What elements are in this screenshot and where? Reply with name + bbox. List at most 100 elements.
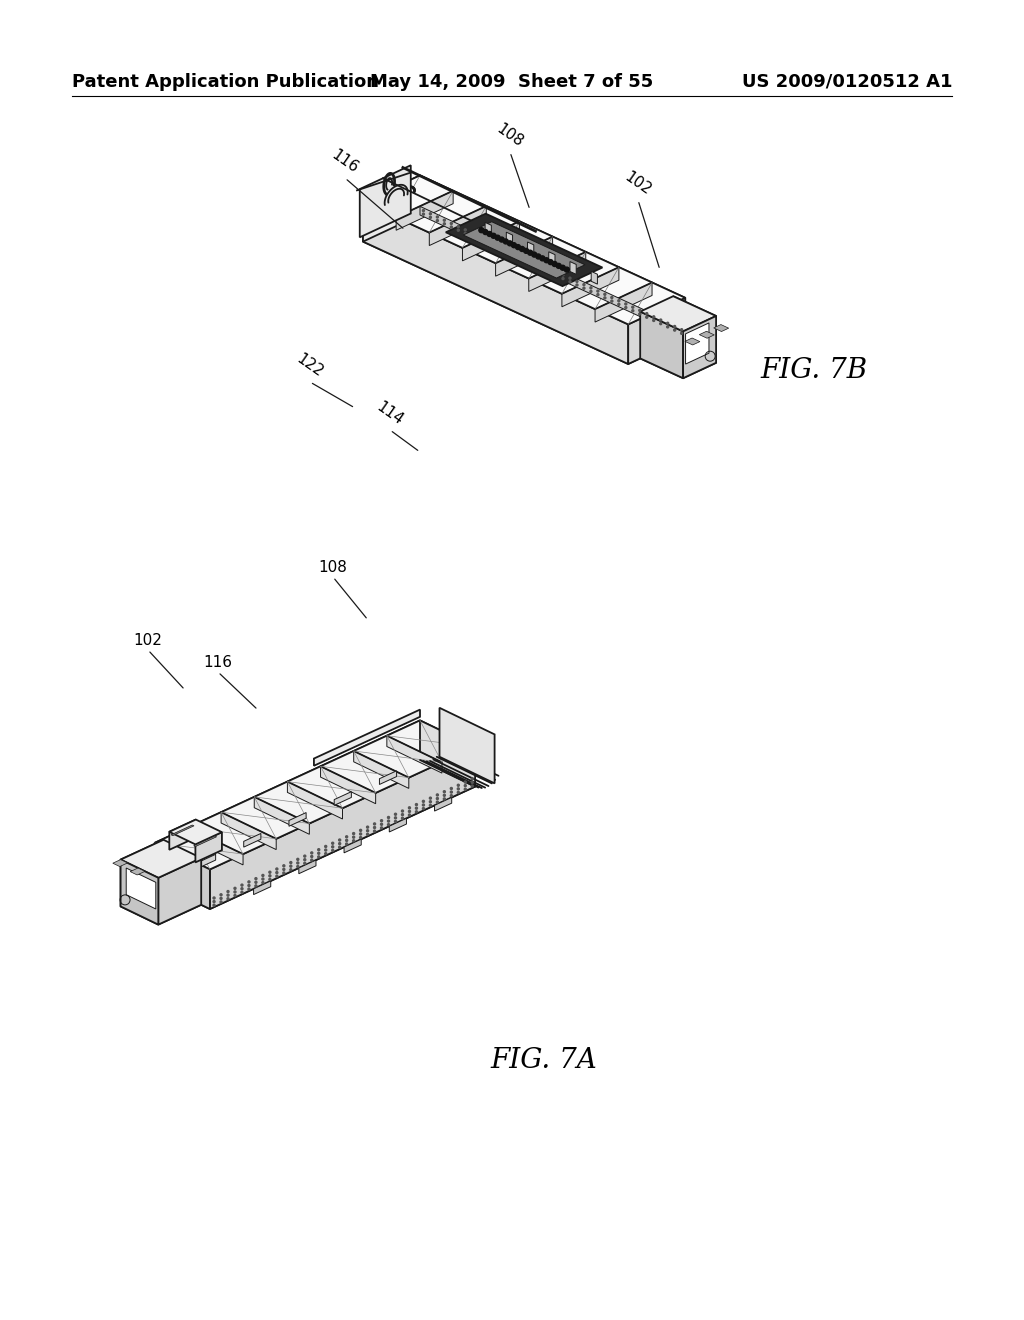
Circle shape <box>443 791 445 793</box>
Circle shape <box>332 850 334 851</box>
Circle shape <box>359 837 361 838</box>
Circle shape <box>290 869 292 871</box>
Circle shape <box>227 894 229 896</box>
Circle shape <box>487 231 492 236</box>
Circle shape <box>471 777 473 780</box>
Circle shape <box>506 248 508 251</box>
Circle shape <box>548 268 550 269</box>
Text: 116: 116 <box>329 147 361 176</box>
Polygon shape <box>113 859 128 866</box>
Circle shape <box>359 829 361 832</box>
Text: 122: 122 <box>294 351 326 380</box>
Polygon shape <box>429 206 486 246</box>
Polygon shape <box>362 176 685 325</box>
Circle shape <box>464 788 466 791</box>
Circle shape <box>255 882 257 883</box>
Circle shape <box>248 880 250 883</box>
Polygon shape <box>549 252 555 264</box>
Circle shape <box>493 246 495 247</box>
Circle shape <box>436 801 438 803</box>
Circle shape <box>499 246 501 247</box>
Polygon shape <box>714 325 729 331</box>
Circle shape <box>527 261 529 264</box>
Circle shape <box>520 255 522 256</box>
Polygon shape <box>121 859 159 924</box>
Polygon shape <box>387 735 442 774</box>
Polygon shape <box>159 858 201 924</box>
Circle shape <box>443 795 445 796</box>
Circle shape <box>617 300 620 302</box>
Polygon shape <box>420 721 475 787</box>
Circle shape <box>262 882 264 883</box>
Circle shape <box>394 813 396 816</box>
Circle shape <box>667 326 669 327</box>
Circle shape <box>248 888 250 890</box>
Circle shape <box>220 898 222 899</box>
Polygon shape <box>362 215 685 364</box>
Circle shape <box>241 891 243 894</box>
Circle shape <box>401 813 403 816</box>
Circle shape <box>234 891 236 892</box>
Circle shape <box>317 853 319 854</box>
Circle shape <box>499 248 501 251</box>
Circle shape <box>451 791 453 793</box>
Polygon shape <box>121 840 201 878</box>
Circle shape <box>443 219 445 222</box>
Circle shape <box>346 840 348 841</box>
Polygon shape <box>314 710 420 766</box>
Polygon shape <box>673 296 716 363</box>
Circle shape <box>401 810 403 812</box>
Circle shape <box>283 873 285 874</box>
Polygon shape <box>194 836 217 846</box>
Circle shape <box>674 326 676 327</box>
Circle shape <box>500 238 504 242</box>
Circle shape <box>464 232 466 235</box>
Circle shape <box>332 842 334 845</box>
Circle shape <box>234 887 236 890</box>
Circle shape <box>269 875 271 876</box>
Circle shape <box>652 315 654 318</box>
Circle shape <box>387 820 389 822</box>
Circle shape <box>569 277 571 280</box>
Circle shape <box>471 781 473 784</box>
Circle shape <box>346 843 348 845</box>
Polygon shape <box>640 296 716 331</box>
Circle shape <box>560 265 565 271</box>
Polygon shape <box>254 797 309 834</box>
Polygon shape <box>463 222 585 279</box>
Circle shape <box>436 219 438 222</box>
Circle shape <box>507 240 512 246</box>
Polygon shape <box>359 165 411 238</box>
Circle shape <box>367 833 369 836</box>
Circle shape <box>611 300 612 302</box>
Circle shape <box>381 826 383 829</box>
Polygon shape <box>485 222 492 235</box>
Circle shape <box>451 795 453 797</box>
Polygon shape <box>289 813 306 826</box>
Circle shape <box>485 239 487 240</box>
Polygon shape <box>628 298 685 364</box>
Circle shape <box>346 836 348 838</box>
Circle shape <box>234 895 236 896</box>
Polygon shape <box>334 792 351 805</box>
Circle shape <box>519 247 524 252</box>
Circle shape <box>590 286 592 289</box>
Circle shape <box>275 871 278 874</box>
Polygon shape <box>221 812 276 850</box>
Text: 102: 102 <box>133 634 163 648</box>
Polygon shape <box>362 176 420 242</box>
Circle shape <box>429 797 431 799</box>
Circle shape <box>394 821 396 822</box>
Text: US 2009/0120512 A1: US 2009/0120512 A1 <box>741 73 952 91</box>
Circle shape <box>541 268 543 269</box>
Circle shape <box>541 264 543 267</box>
Circle shape <box>283 869 285 870</box>
Polygon shape <box>171 825 194 836</box>
Circle shape <box>436 797 438 800</box>
Circle shape <box>275 869 278 870</box>
Circle shape <box>471 232 473 234</box>
Circle shape <box>429 213 431 215</box>
Polygon shape <box>420 176 685 338</box>
Circle shape <box>227 891 229 892</box>
Circle shape <box>255 884 257 887</box>
